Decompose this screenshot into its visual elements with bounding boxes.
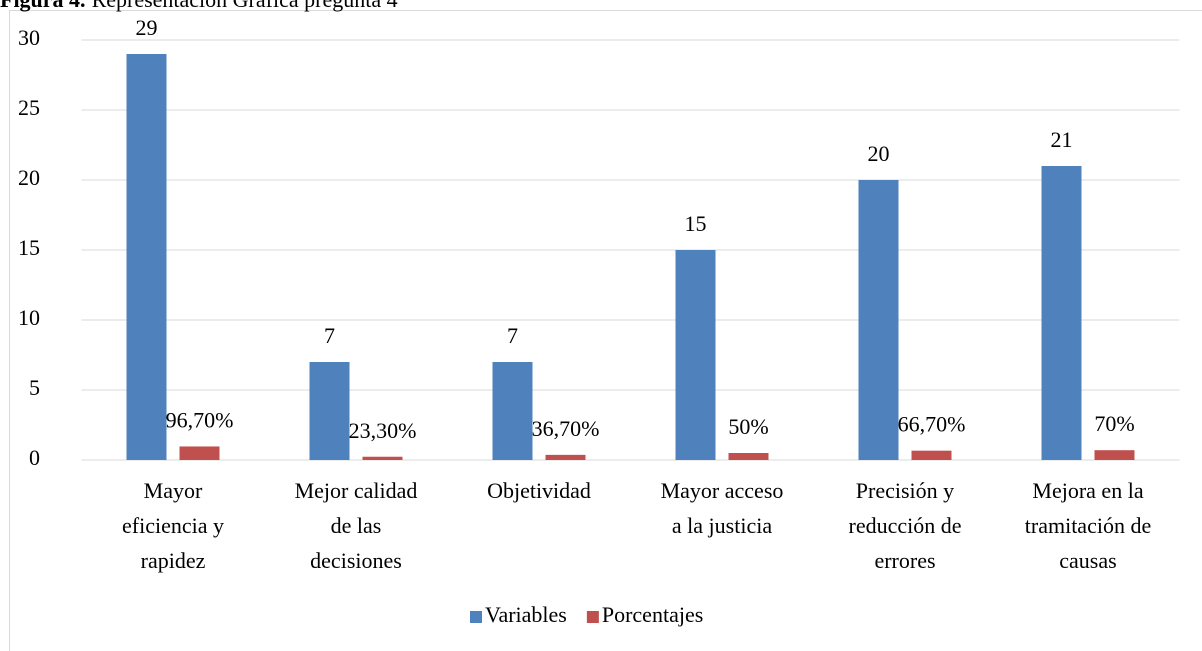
x-tick-label: eficiencia y (122, 513, 224, 538)
legend-swatch (586, 611, 599, 623)
data-label: 21 (1051, 127, 1073, 152)
y-tick-label: 0 (29, 445, 40, 470)
title-label: Figura 4. (0, 0, 86, 12)
chart-title: Figura 4. Representación Gráfica pregunta… (0, 0, 398, 12)
bar (126, 54, 167, 460)
data-label: 7 (324, 323, 335, 348)
data-label: 50% (728, 414, 768, 439)
x-tick-label: reducción de (849, 513, 962, 538)
bar (675, 250, 716, 460)
chart-frame (9, 10, 1202, 651)
bar (858, 180, 899, 460)
x-tick-label: de las (331, 513, 382, 538)
bar (362, 456, 403, 460)
x-tick-label: Mejora en la (1032, 478, 1143, 503)
x-tick-label: causas (1059, 548, 1116, 573)
bar (1094, 450, 1135, 460)
x-tick-label: Objetividad (487, 478, 591, 503)
data-label: 66,70% (898, 412, 966, 437)
legend-swatch (470, 611, 482, 623)
bar (309, 362, 350, 460)
legend-label: Variables (485, 602, 567, 627)
y-tick-label: 10 (18, 305, 40, 330)
x-tick-label: Mayor (144, 478, 203, 503)
bar (545, 454, 586, 460)
bar (911, 450, 952, 460)
x-tick-label: decisiones (310, 548, 402, 573)
data-label: 7 (507, 323, 518, 348)
bar (492, 362, 533, 460)
bar (728, 453, 769, 460)
bar (179, 446, 220, 460)
y-tick-label: 15 (18, 235, 40, 260)
data-label: 36,70% (532, 416, 600, 441)
data-label: 23,30% (349, 418, 417, 443)
title-text: Representación Gráfica pregunta 4 (92, 0, 398, 12)
bar (1041, 166, 1082, 460)
x-tick-label: rapidez (141, 548, 206, 573)
x-tick-label: tramitación de (1025, 513, 1151, 538)
y-tick-label: 20 (18, 165, 40, 190)
data-label: 29 (136, 15, 158, 40)
y-tick-label: 25 (18, 95, 40, 120)
x-tick-label: a la justicia (672, 513, 772, 538)
data-label: 15 (685, 211, 707, 236)
y-tick-label: 30 (18, 25, 40, 50)
x-tick-label: Mejor calidad (295, 478, 418, 503)
data-label: 96,70% (166, 408, 234, 433)
y-tick-label: 5 (29, 375, 40, 400)
x-tick-label: Precisión y (856, 478, 954, 503)
data-label: 70% (1094, 411, 1134, 436)
x-tick-label: errores (874, 548, 935, 573)
legend-label: Porcentajes (602, 602, 703, 627)
x-tick-label: Mayor acceso (661, 478, 784, 503)
data-label: 20 (868, 141, 890, 166)
